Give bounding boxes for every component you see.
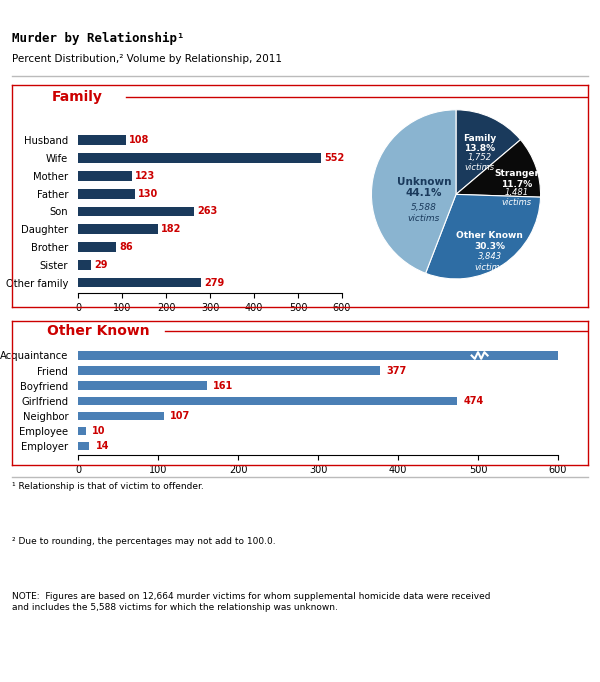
Bar (78, 381, 207, 389)
Bar (78, 278, 201, 288)
Text: 263: 263 (197, 207, 217, 216)
Text: 130: 130 (138, 189, 158, 198)
Bar (78, 242, 116, 252)
Text: 107: 107 (170, 411, 190, 421)
Text: 182: 182 (161, 224, 182, 234)
Text: 377: 377 (386, 366, 406, 376)
Wedge shape (456, 140, 541, 197)
Text: 279: 279 (204, 278, 224, 288)
Text: 14: 14 (95, 441, 109, 451)
Text: Expanded Homicide Data Figure: Expanded Homicide Data Figure (7, 7, 220, 20)
Text: Stranger
11.7%: Stranger 11.7% (494, 169, 539, 189)
Text: Murder by Relationship¹: Murder by Relationship¹ (12, 32, 185, 45)
Text: NOTE:  Figures are based on 12,664 murder victims for whom supplemental homicide: NOTE: Figures are based on 12,664 murder… (12, 592, 491, 612)
Text: Family: Family (52, 90, 103, 104)
Bar (78, 207, 194, 216)
Wedge shape (456, 110, 521, 194)
Text: ¹ Relationship is that of victim to offender.: ¹ Relationship is that of victim to offe… (12, 482, 204, 491)
Bar (78, 153, 321, 163)
Text: Family
13.8%: Family 13.8% (463, 134, 496, 153)
Text: 161: 161 (213, 381, 233, 391)
Bar (78, 412, 164, 420)
Bar (78, 427, 86, 435)
Text: 123: 123 (135, 170, 155, 181)
Text: 29: 29 (94, 260, 107, 270)
Bar (78, 366, 380, 374)
Text: 86: 86 (119, 242, 133, 252)
Text: Percent Distribution,² Volume by Relationship, 2011: Percent Distribution,² Volume by Relatio… (12, 54, 282, 64)
Bar (78, 171, 132, 181)
Text: 474: 474 (464, 396, 484, 406)
Bar (78, 351, 600, 359)
Bar (78, 224, 158, 234)
Text: 1,752
victims: 1,752 victims (464, 153, 495, 172)
Bar (78, 442, 89, 450)
Bar (78, 260, 91, 269)
Bar (78, 189, 135, 198)
Text: 1,481
victims: 1,481 victims (502, 188, 532, 207)
Text: 10: 10 (92, 426, 106, 436)
Text: ² Due to rounding, the percentages may not add to 100.0.: ² Due to rounding, the percentages may n… (12, 537, 275, 546)
Bar (78, 135, 125, 145)
Text: 108: 108 (128, 135, 149, 145)
Bar (78, 396, 457, 405)
Text: 3,843
victims: 3,843 victims (475, 252, 505, 271)
Text: 5,588
victims: 5,588 victims (407, 203, 440, 223)
Wedge shape (371, 110, 456, 273)
Text: Other Known
30.3%: Other Known 30.3% (457, 231, 523, 250)
Wedge shape (425, 194, 541, 279)
Text: Unknown
44.1%: Unknown 44.1% (397, 177, 451, 198)
Text: 552: 552 (324, 153, 344, 163)
Text: Other Known: Other Known (47, 325, 149, 338)
